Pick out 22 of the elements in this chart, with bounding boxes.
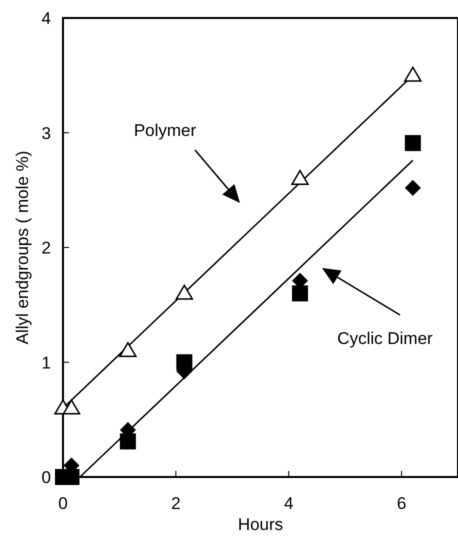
x-tick-label: 6 [396, 494, 406, 513]
x-tick-label: 0 [58, 494, 68, 513]
y-tick-label: 0 [42, 468, 51, 487]
y-axis-title: Allyl endgroups ( mole %) [13, 150, 32, 344]
x-axis-title: Hours [238, 515, 284, 534]
y-tick-label: 1 [42, 353, 51, 372]
x-tick-label: 2 [171, 494, 181, 513]
annotation: Cyclic Dimer [337, 329, 434, 348]
point [176, 284, 194, 300]
annotation: Polymer [134, 121, 197, 140]
point [404, 66, 422, 82]
point [404, 135, 421, 152]
point [119, 342, 137, 358]
x-tick-label: 4 [284, 494, 294, 513]
y-tick-label: 3 [42, 124, 51, 143]
point [292, 285, 308, 302]
point [291, 170, 309, 185]
point [120, 433, 136, 450]
y-tick-label: 2 [42, 238, 51, 258]
point [62, 399, 80, 414]
point [404, 180, 421, 196]
y-tick-label: 4 [42, 9, 51, 28]
